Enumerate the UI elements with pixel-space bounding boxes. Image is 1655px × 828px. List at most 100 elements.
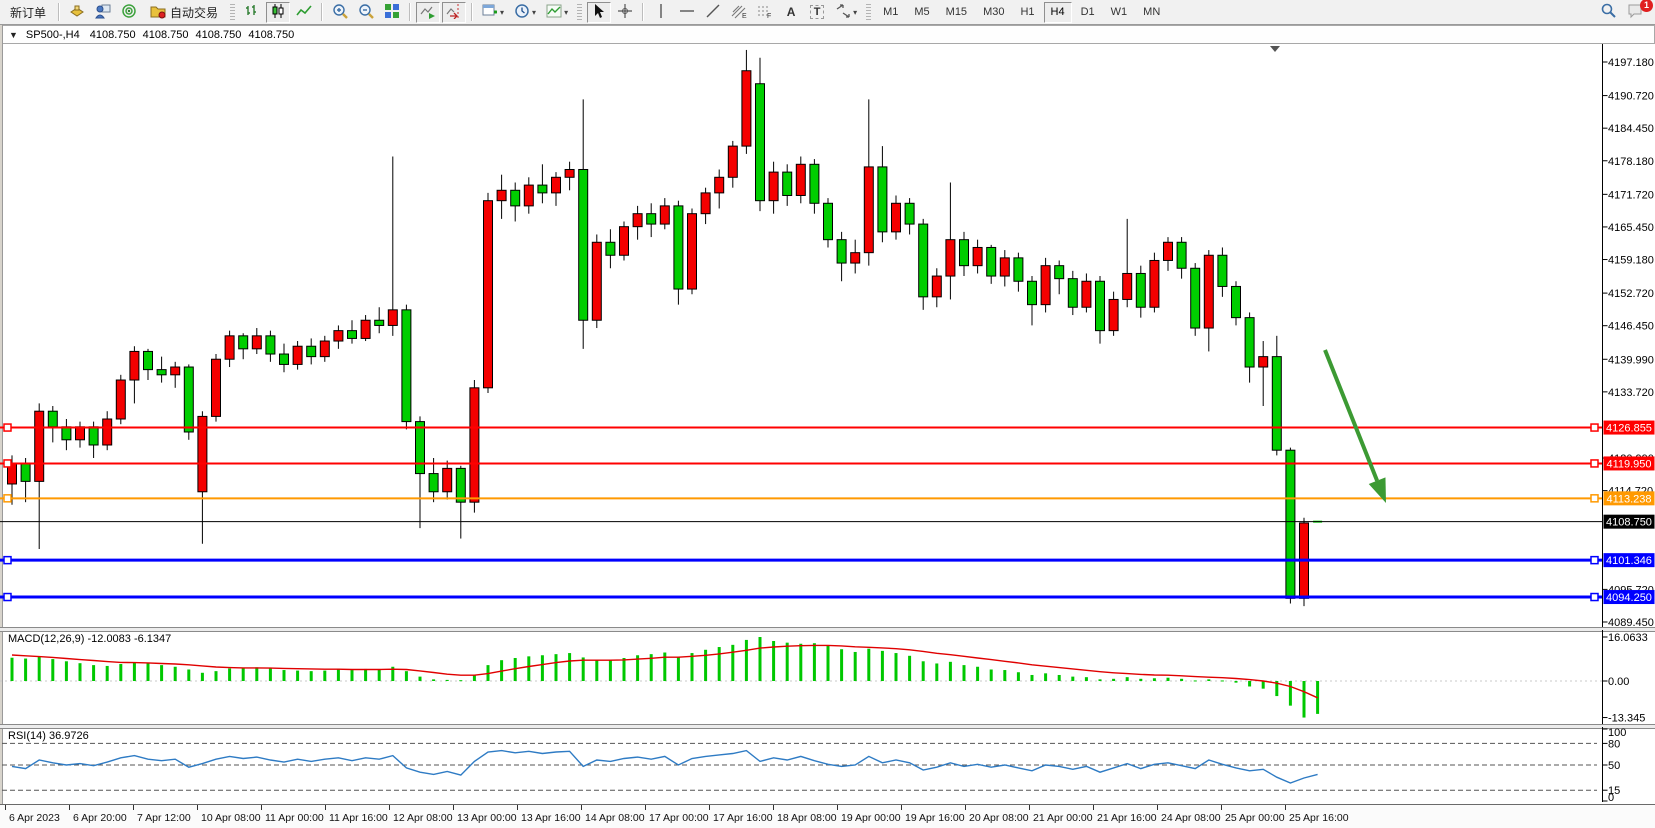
notifications-button[interactable]: 1 bbox=[1623, 0, 1653, 23]
time-axis-tick bbox=[773, 805, 774, 810]
time-axis-tick bbox=[901, 805, 902, 810]
cursor-tool-button[interactable] bbox=[587, 1, 612, 23]
line-chart-type-button[interactable] bbox=[292, 2, 316, 23]
svg-text:4184.450: 4184.450 bbox=[1608, 123, 1654, 135]
crosshair-tool-button[interactable] bbox=[613, 2, 637, 23]
text-label-icon: T bbox=[809, 5, 825, 19]
timeframe-button-d1[interactable]: D1 bbox=[1080, 6, 1095, 18]
auto-scroll-button[interactable] bbox=[416, 1, 441, 23]
timeframe-group: M1 M5 M15 M30 H1 H4 D1 W1 MN bbox=[875, 1, 1168, 23]
rsi-scale-label: 15 bbox=[1608, 785, 1620, 797]
macd-scale-label: -13.345 bbox=[1608, 713, 1645, 724]
chart-shift-marker[interactable] bbox=[1270, 46, 1280, 52]
chart-title-bar: ▼ SP500-,H4 4108.750 4108.750 4108.750 4… bbox=[0, 25, 1655, 44]
svg-text:4133.720: 4133.720 bbox=[1608, 387, 1654, 399]
svg-text:4139.990: 4139.990 bbox=[1608, 354, 1654, 366]
rsi-scale-label: 100 bbox=[1608, 727, 1626, 739]
svg-text:4094.250: 4094.250 bbox=[1606, 592, 1652, 604]
time-axis[interactable]: 6 Apr 2023 6 Apr 20:00 7 Apr 12:00 10 Apr 0… bbox=[0, 804, 1655, 828]
main-chart-pane[interactable]: 4197.180 4190.720 4184.450 4178.180 4171.720… bbox=[0, 44, 1655, 627]
candlestick-type-button[interactable] bbox=[266, 1, 291, 23]
zoom-out-button[interactable] bbox=[354, 2, 378, 23]
time-axis-tick bbox=[5, 805, 6, 810]
time-axis-label: 19 Apr 16:00 bbox=[905, 812, 965, 824]
toolbar-separator bbox=[642, 3, 645, 21]
zoom-in-icon bbox=[332, 3, 348, 22]
indicators-button[interactable]: ▾ bbox=[542, 2, 572, 23]
text-tool-button[interactable]: A bbox=[779, 2, 803, 23]
auto-trading-button[interactable]: 自动交易 bbox=[143, 2, 225, 23]
svg-text:E: E bbox=[742, 13, 747, 19]
macd-pane[interactable]: 16.0633 0.00 -13.345 MACD(12,26,9) -12.0083… bbox=[0, 630, 1655, 724]
toolbar-grip[interactable] bbox=[577, 4, 583, 20]
hline-4113.238[interactable]: 4113.238 bbox=[0, 491, 1655, 506]
time-periods-button[interactable]: ▾ bbox=[510, 2, 540, 23]
time-axis-tick bbox=[1029, 805, 1030, 810]
trendline-tool-button[interactable] bbox=[701, 2, 725, 23]
timeframe-button-m1[interactable]: M1 bbox=[883, 6, 899, 18]
svg-text:4108.750: 4108.750 bbox=[1606, 517, 1652, 529]
timeframe-button-m15[interactable]: M15 bbox=[945, 6, 968, 18]
svg-text:4119.950: 4119.950 bbox=[1606, 458, 1651, 470]
time-axis-tick bbox=[965, 805, 966, 810]
market-depth-button[interactable] bbox=[91, 2, 115, 23]
toolbar-grip[interactable] bbox=[230, 4, 236, 20]
timeframe-button-m5[interactable]: M5 bbox=[914, 6, 930, 18]
macd-scale-label: 16.0633 bbox=[1608, 632, 1648, 644]
pane-splitter[interactable] bbox=[0, 724, 1655, 729]
time-axis-tick bbox=[261, 805, 262, 810]
chart-shift-button[interactable] bbox=[442, 1, 467, 23]
new-order-button[interactable]: 新订单 bbox=[3, 2, 53, 23]
toolbar-grip[interactable] bbox=[866, 4, 872, 20]
toolbar-separator bbox=[58, 3, 61, 21]
vertical-line-tool-button[interactable] bbox=[649, 2, 673, 23]
tile-windows-icon bbox=[384, 3, 400, 22]
time-axis-label: 13 Apr 16:00 bbox=[521, 812, 581, 824]
price-scale-ticks: 4197.180 4190.720 4184.450 4178.180 4171.720… bbox=[1602, 57, 1654, 627]
time-axis-label: 11 Apr 16:00 bbox=[329, 812, 388, 824]
search-button[interactable] bbox=[1596, 2, 1621, 23]
time-axis-tick bbox=[197, 805, 198, 810]
hline-4119.950[interactable]: 4119.950 bbox=[0, 456, 1655, 471]
horizontal-line-tool-button[interactable] bbox=[675, 2, 699, 23]
rsi-line bbox=[11, 749, 1318, 784]
time-axis-tick bbox=[709, 805, 710, 810]
notification-badge: 1 bbox=[1640, 0, 1653, 12]
channel-tool-button[interactable]: E bbox=[727, 2, 751, 23]
time-axis-tick bbox=[645, 805, 646, 810]
arrows-icon bbox=[835, 3, 851, 22]
svg-text:4190.720: 4190.720 bbox=[1608, 91, 1654, 103]
trend-arrow-annotation[interactable] bbox=[1323, 349, 1386, 503]
bar-chart-type-button[interactable] bbox=[240, 2, 264, 23]
pane-splitter[interactable] bbox=[0, 627, 1655, 632]
hline-4101.346[interactable]: 4101.346 bbox=[0, 553, 1655, 568]
sonar-icon bbox=[121, 3, 137, 22]
signals-button[interactable] bbox=[117, 2, 141, 23]
hline-4108.750[interactable]: 4108.750 bbox=[0, 514, 1655, 529]
fibonacci-tool-button[interactable]: F bbox=[753, 2, 777, 23]
time-axis-tick bbox=[325, 805, 326, 810]
time-axis-label: 25 Apr 16:00 bbox=[1289, 812, 1349, 824]
dropdown-caret-icon: ▾ bbox=[500, 7, 505, 17]
hline-4094.250[interactable]: 4094.250 bbox=[0, 590, 1655, 605]
time-axis-tick bbox=[517, 805, 518, 810]
hline-4126.855[interactable]: 4126.855 bbox=[0, 420, 1655, 435]
text-label-tool-button[interactable]: T bbox=[805, 2, 829, 23]
timeframe-button-m30[interactable]: M30 bbox=[983, 6, 1005, 18]
mql-editor-button[interactable] bbox=[65, 2, 89, 23]
tile-windows-button[interactable] bbox=[380, 2, 404, 23]
arrows-tool-button[interactable]: ▾ bbox=[831, 2, 861, 23]
timeframe-button-h4[interactable]: H4 bbox=[1043, 1, 1072, 23]
expert-advisor-icon bbox=[150, 3, 166, 22]
timeframe-button-w1[interactable]: W1 bbox=[1110, 6, 1128, 18]
toolbar-separator bbox=[471, 3, 474, 21]
time-axis-label: 7 Apr 12:00 bbox=[137, 812, 191, 824]
timeframe-button-h1[interactable]: H1 bbox=[1020, 6, 1035, 18]
quick-trade-toggle-icon[interactable]: ▼ bbox=[9, 29, 18, 40]
new-chart-button[interactable]: ▾ bbox=[478, 2, 508, 23]
timeframe-button-mn[interactable]: MN bbox=[1143, 6, 1161, 18]
time-axis-label: 12 Apr 08:00 bbox=[393, 812, 453, 824]
rsi-scale-label: 0 bbox=[1608, 792, 1614, 804]
zoom-in-button[interactable] bbox=[328, 2, 352, 23]
